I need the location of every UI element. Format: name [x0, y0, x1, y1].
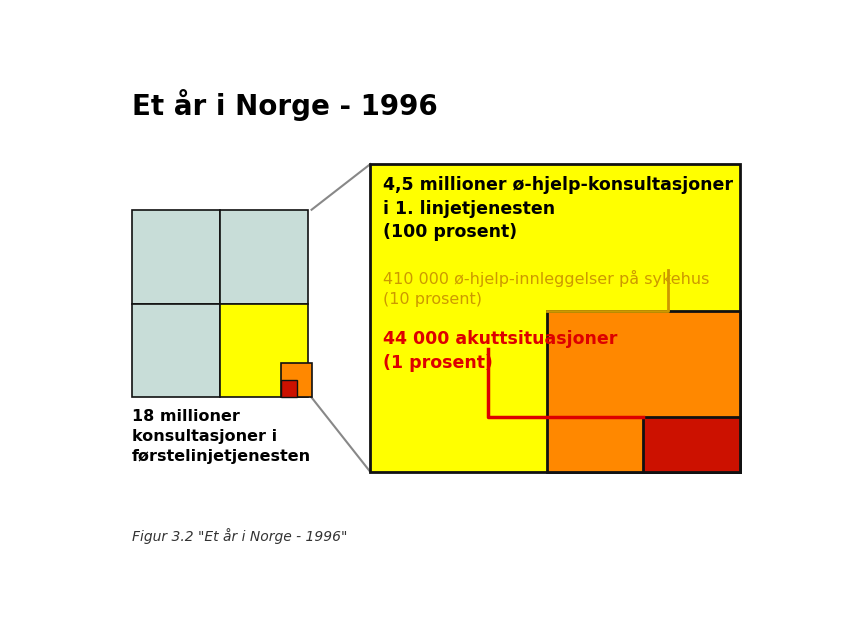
- Bar: [547, 311, 740, 472]
- Bar: [281, 362, 311, 398]
- Text: 44 000 akuttsituasjoner
(1 prosent): 44 000 akuttsituasjoner (1 prosent): [383, 330, 618, 372]
- Text: 410 000 ø-hjelp-innleggelser på sykehus
(10 prosent): 410 000 ø-hjelp-innleggelser på sykehus …: [383, 270, 710, 307]
- Text: 18 millioner
konsultasjoner i
førstelinjetjenesten: 18 millioner konsultasjoner i førstelinj…: [132, 409, 311, 464]
- Bar: [371, 164, 740, 472]
- Text: 4,5 millioner ø-hjelp-konsultasjoner
i 1. linjetjenesten
(100 prosent): 4,5 millioner ø-hjelp-konsultasjoner i 1…: [383, 176, 733, 241]
- Text: Figur 3.2 "Et år i Norge - 1996": Figur 3.2 "Et år i Norge - 1996": [132, 528, 347, 544]
- Bar: [220, 210, 308, 304]
- Bar: [220, 304, 308, 398]
- Bar: [132, 210, 220, 304]
- Bar: [281, 380, 297, 398]
- Bar: [643, 417, 740, 472]
- Bar: [132, 304, 220, 398]
- Text: Et år i Norge - 1996: Et år i Norge - 1996: [132, 89, 437, 121]
